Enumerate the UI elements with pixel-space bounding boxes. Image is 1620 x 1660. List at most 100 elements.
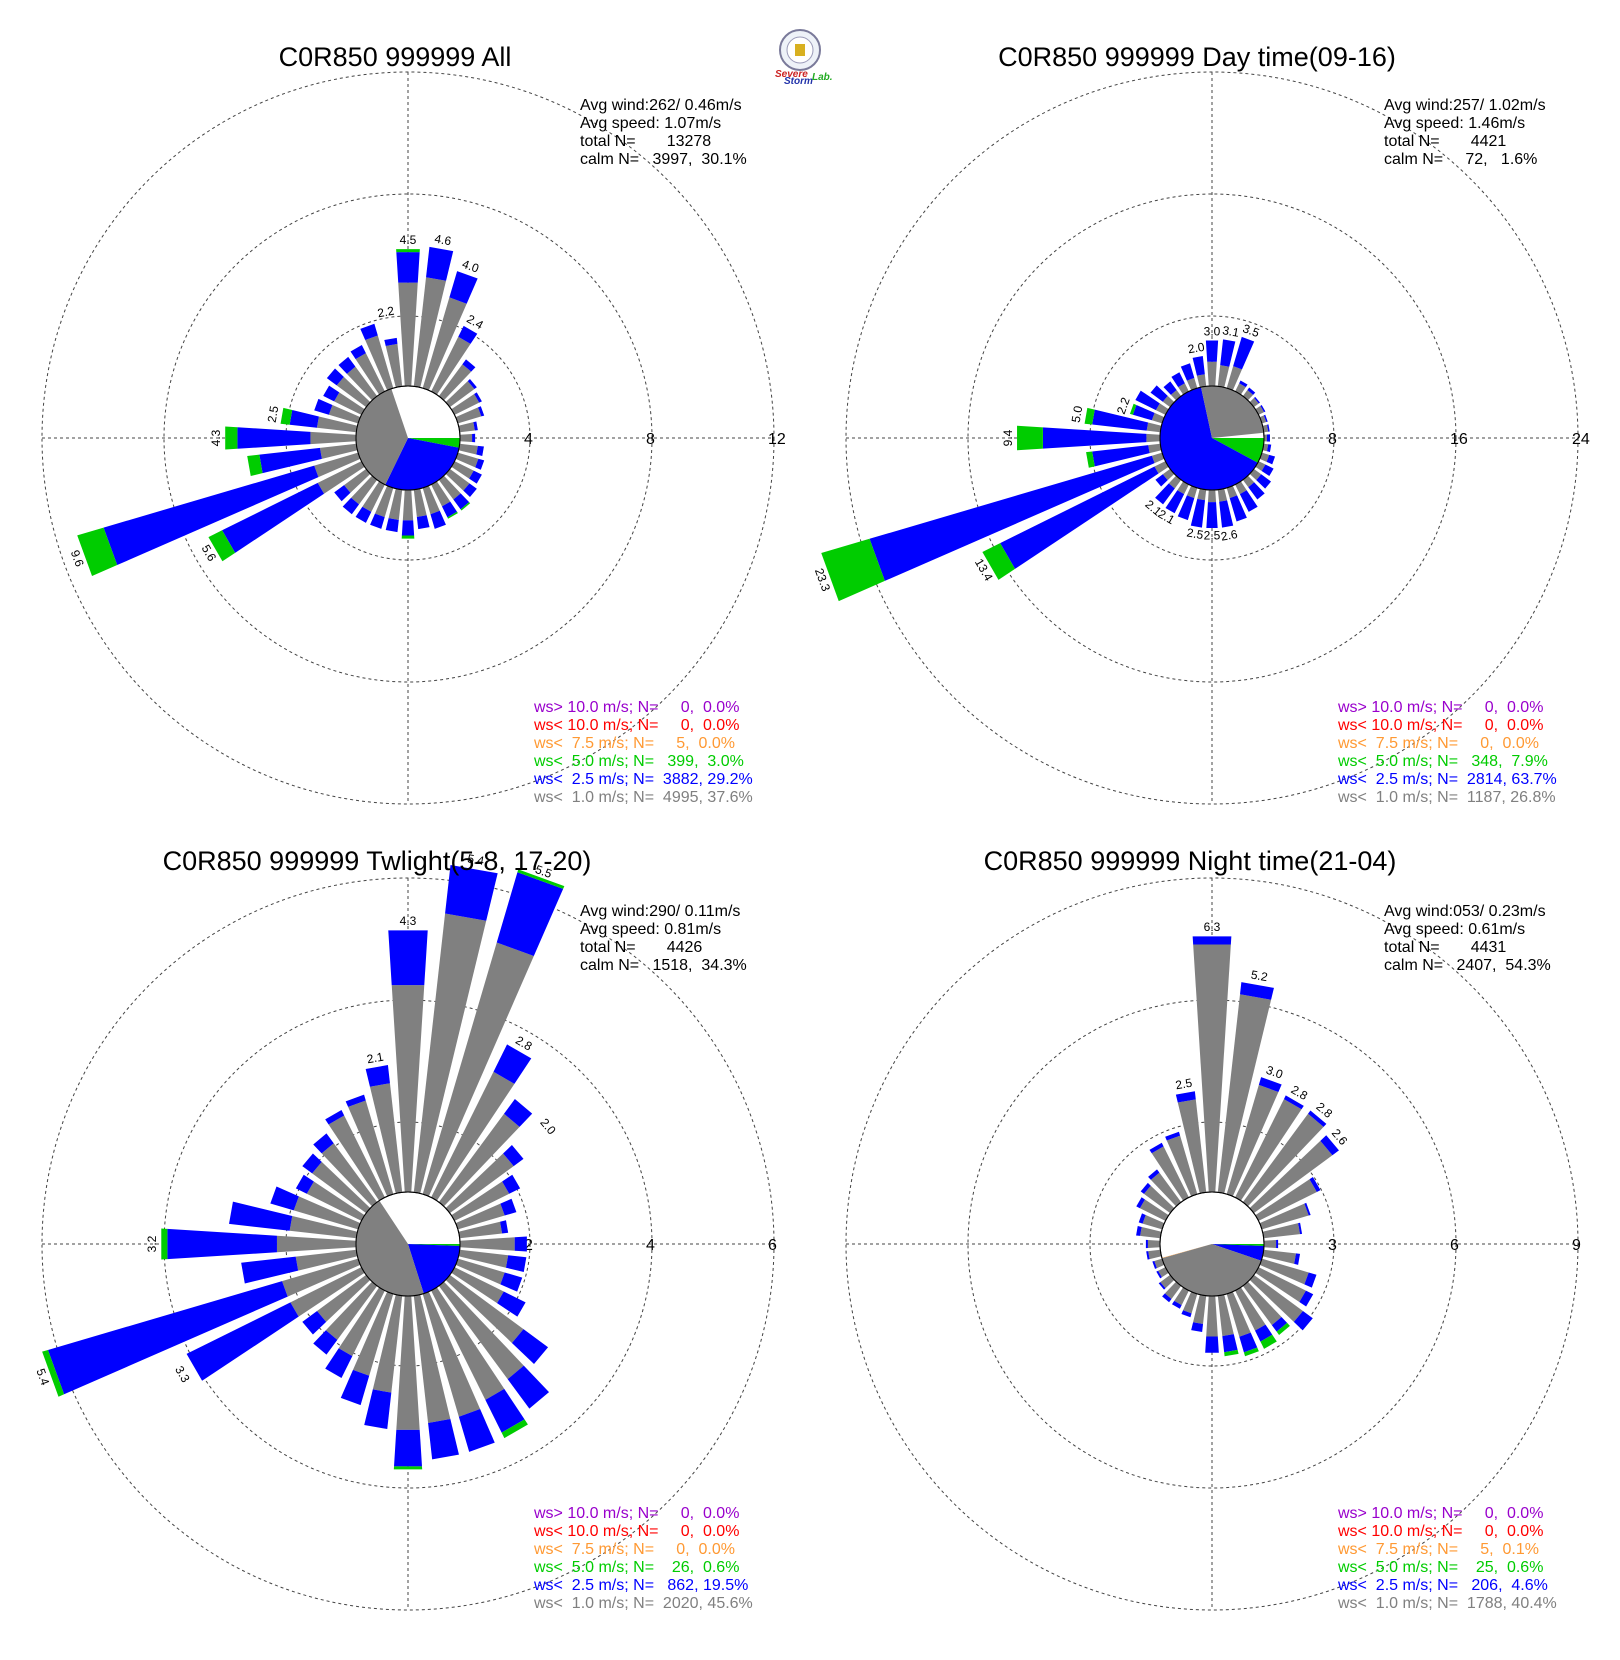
bar-segment [431,481,451,507]
bar-segment [282,1258,361,1297]
legend-entry: ws< 10.0 m/s; N= 0, 0.0% [1337,717,1543,734]
ring-label: 6 [1450,1237,1459,1254]
bar-segment [42,1349,65,1397]
bar-segment [319,443,358,459]
bar-segment [1266,454,1276,465]
bar-segment [325,1348,353,1378]
bar-segment [438,1281,524,1380]
bar-segment [1178,383,1189,395]
bar-segment [317,461,365,494]
bar-segment [463,483,477,497]
legend-entry: ws< 5.0 m/s; N= 399, 3.0% [533,753,744,770]
bar-segment [1235,1099,1302,1201]
ring-label: 24 [1572,431,1590,448]
bar-value-label: 2.5 [1204,528,1221,542]
bar-segment [1299,1290,1314,1307]
bar-segment [478,406,485,417]
bar-segment [340,1369,370,1406]
bar-segment [1151,412,1165,424]
calm-pie [1159,1191,1265,1297]
calm-pie-slice [408,1244,460,1246]
bar-value-label: 2.1 [366,1050,385,1067]
windrose-panel-2: 8 16 243.0 3.1 3.52.5 2.62.52.12.113.423.39.4… [812,42,1590,806]
bar-segment [502,1174,521,1194]
bar-segment [1136,1226,1142,1236]
bar-segment [1226,1084,1279,1197]
bar-segment [476,445,484,456]
bar-segment [445,1274,524,1343]
bar-segment [1143,1185,1175,1214]
bar-segment [1149,1142,1164,1154]
bar-segment [391,985,425,1193]
bar-segment [517,869,565,889]
bar-segment [500,1272,523,1292]
bar-segment [401,520,415,536]
stat-line: total N= 4426 [580,939,702,956]
bar-segment [1262,424,1269,433]
bar-segment [1146,433,1161,443]
bar-segment [208,530,236,562]
bar-segment [402,489,414,521]
stat-line: calm N= 2407, 54.3% [1384,957,1551,974]
bar-segment [259,447,322,474]
bar-segment [396,252,420,283]
bar-value-label: 3.5 [1241,321,1262,340]
bar-segment [451,1267,504,1304]
bar-segment [1266,424,1270,432]
bar-segment [1145,1239,1148,1249]
chart-title: C0R850 999999 Twlight(5-8, 17-20) [163,846,592,876]
bar-segment [1226,1291,1251,1337]
bar-value-label: 2.5 [265,404,282,423]
legend-entry: ws< 1.0 m/s; N= 2020, 45.6% [533,1595,753,1612]
stat-line: Avg speed: 0.61m/s [1384,921,1525,938]
bar-segment [413,913,487,1194]
bar-segment [1196,374,1207,388]
bar-segment [511,1329,549,1364]
bar-segment [1146,422,1162,433]
bar-segment [1166,1135,1198,1197]
bar-segment [1320,1135,1339,1156]
bar-segment [374,485,394,518]
bar-segment [1177,495,1195,521]
bar-segment [302,1153,322,1174]
bar-segment [370,513,385,529]
bar-segment [1148,1169,1160,1180]
bar-segment [369,1083,403,1194]
bar-segment [289,409,319,428]
legend-entry: ws> 10.0 m/s; N= 0, 0.0% [533,699,739,716]
ring-label: 8 [1328,431,1337,448]
bar-segment [1162,395,1175,408]
range-ring [967,999,1457,1489]
legend-entry: ws< 1.0 m/s; N= 1187, 26.8% [1337,789,1556,806]
bar-segment [1254,396,1260,404]
bar-segment [1266,434,1270,442]
bar-segment [1256,474,1272,489]
bar-segment [1164,1281,1182,1299]
bar-segment [426,246,454,281]
bar-segment [372,1294,403,1393]
ring-label: 12 [768,431,786,448]
bar-segment [334,485,351,502]
bar-segment [473,421,478,431]
bar-segment [1147,1239,1161,1249]
bar-segment [503,1145,524,1167]
bar-segment [1146,1251,1150,1260]
bar-segment [293,1196,361,1230]
bar-segment [385,518,399,533]
bar-segment [352,1291,394,1376]
bar-segment [393,1466,423,1470]
bar-value-label: 4.6 [433,232,452,249]
bar-segment [1235,383,1246,395]
calm-pie-slice [1212,438,1264,463]
bar-segment [1181,1310,1192,1318]
bar-segment [1142,1215,1165,1230]
bar-segment [1239,490,1258,512]
stat-line: Avg wind:053/ 0.23m/s [1384,903,1546,920]
bar-segment [1155,474,1168,487]
stat-line: Avg speed: 0.81m/s [580,921,721,938]
bar-segment [514,1236,527,1252]
bar-segment [270,1186,299,1211]
bar-segment [458,1409,495,1452]
bar-segment [295,1249,358,1271]
bar-segment [451,461,474,479]
